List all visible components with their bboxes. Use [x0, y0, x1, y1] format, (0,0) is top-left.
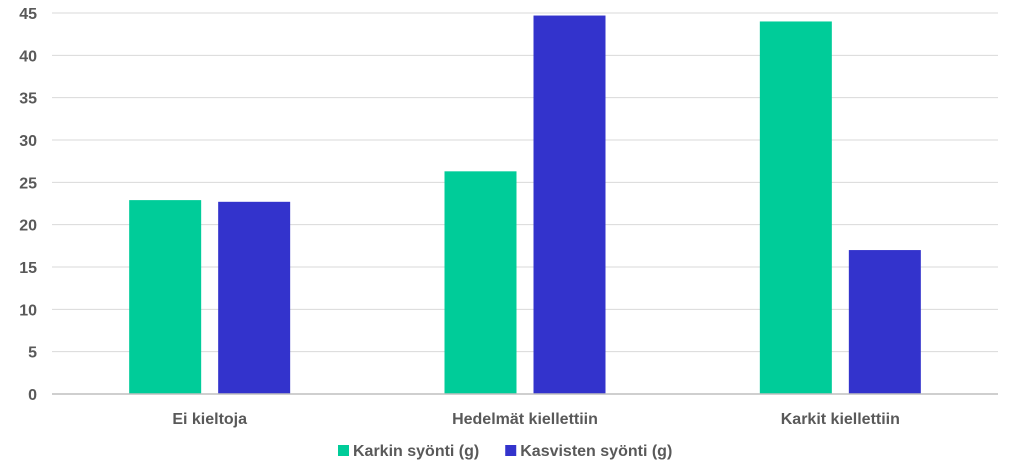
y-tick-label: 30: [19, 133, 37, 150]
bar-kasvisten-syonti-2: [848, 250, 921, 394]
grid-layer: [52, 12, 998, 353]
legend-swatch: [338, 445, 349, 456]
legend-label: Kasvisten syönti (g): [520, 443, 672, 460]
y-tick-label: 45: [19, 6, 37, 23]
y-tick-label: 25: [19, 175, 37, 192]
bar-kasvisten-syonti-1: [533, 15, 606, 394]
y-tick-label: 20: [19, 218, 37, 235]
x-tick-label: Karkit kiellettiin: [781, 411, 900, 428]
axis-layer: 0 5 10 15 20 25 30 35 40 45 Ei kieltoja Hedelmät ki…: [19, 6, 998, 428]
bar-kasvisten-syonti-0: [218, 201, 291, 394]
bars-layer: [129, 15, 921, 394]
legend: Karkin syönti (g) Kasvisten syönti (g): [338, 443, 672, 460]
bar-karkin-syonti-1: [444, 171, 517, 394]
x-tick-label: Ei kieltoja: [172, 411, 247, 428]
y-tick-label: 35: [19, 91, 37, 108]
y-tick-label: 5: [28, 345, 37, 362]
legend-label: Karkin syönti (g): [353, 443, 479, 460]
bar-karkin-syonti-2: [759, 21, 832, 394]
y-tick-label: 15: [19, 260, 37, 277]
bar-karkin-syonti-0: [129, 200, 202, 394]
y-tick-label: 0: [28, 387, 37, 404]
y-tick-label: 10: [19, 302, 37, 319]
x-tick-label: Hedelmät kiellettiin: [452, 411, 598, 428]
y-tick-label: 40: [19, 48, 37, 65]
legend-swatch: [505, 445, 517, 456]
